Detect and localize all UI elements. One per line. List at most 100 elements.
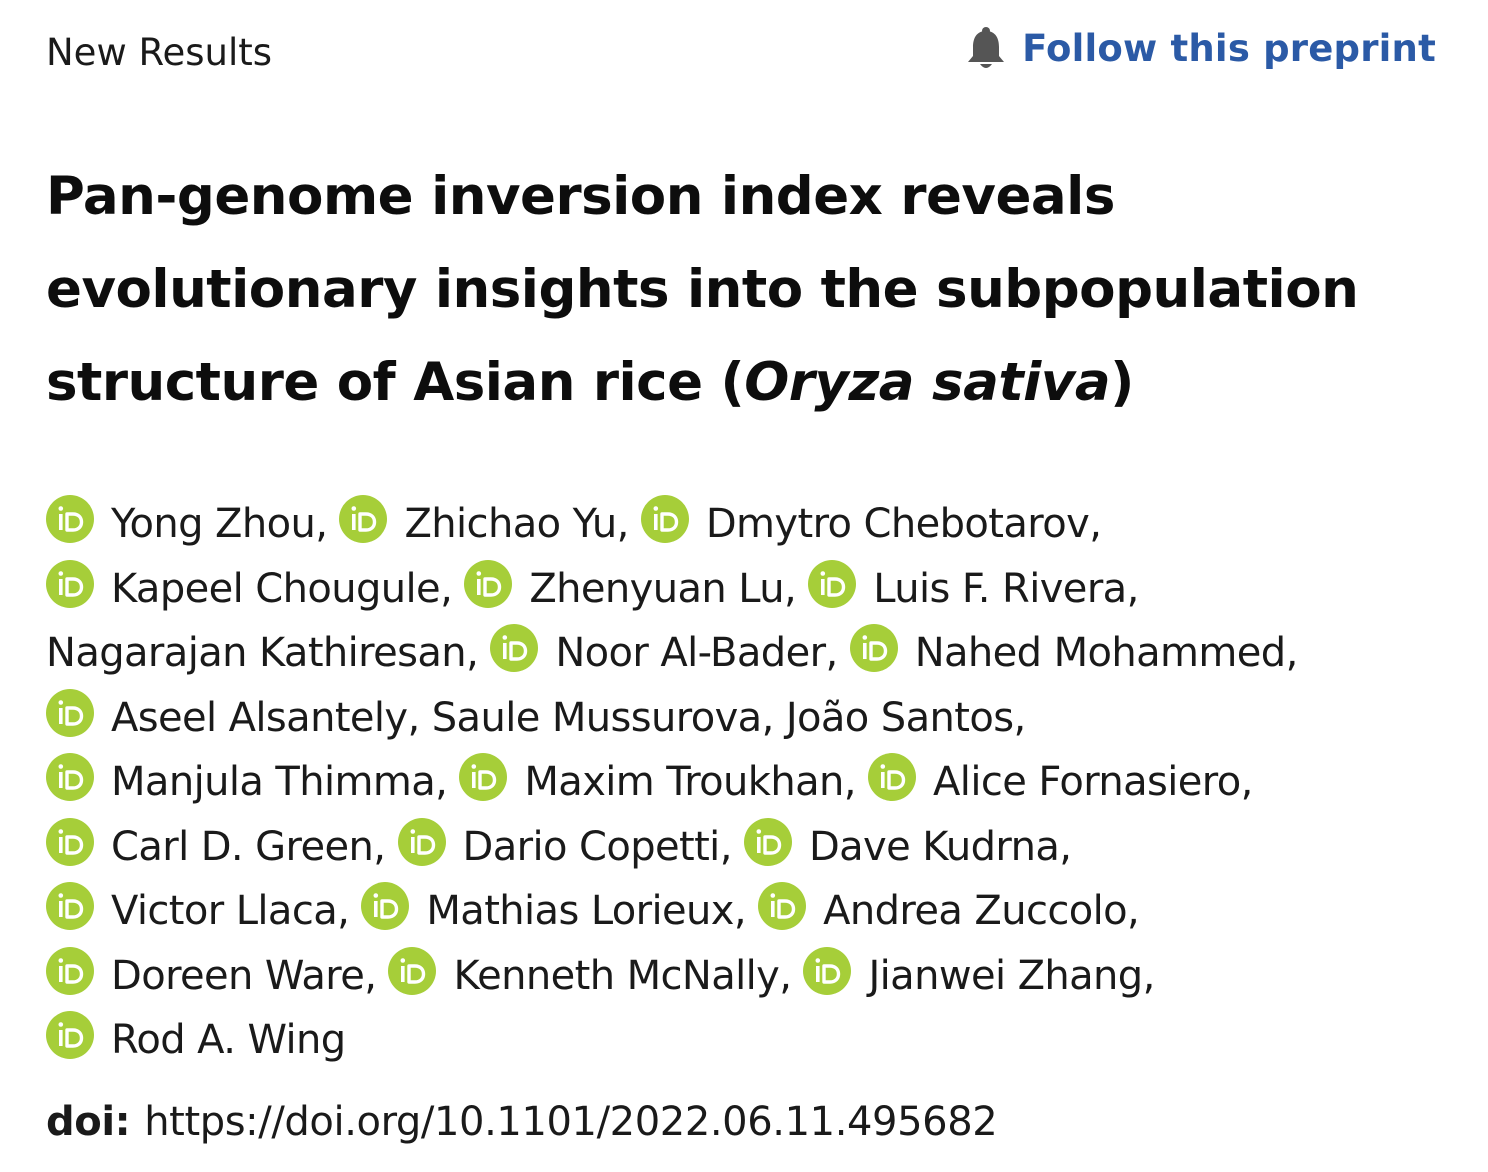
article-type-label: New Results <box>46 31 273 74</box>
author-name[interactable]: Doreen Ware <box>111 952 365 999</box>
author-name[interactable]: Yong Zhou <box>111 501 316 547</box>
orcid-icon[interactable] <box>46 882 94 930</box>
orcid-icon[interactable] <box>46 753 94 801</box>
author-entry: Doreen Ware, <box>46 946 377 999</box>
author-name[interactable]: Noor Al-Bader <box>555 630 826 676</box>
orcid-icon[interactable] <box>397 817 446 866</box>
author-separator: , <box>1089 501 1102 547</box>
author-entry: Dario Copetti, <box>397 817 733 870</box>
doi-label: doi: <box>46 1099 131 1145</box>
author-name[interactable]: Dmytro Chebotarov <box>705 501 1090 547</box>
author-name[interactable]: Maxim Troukhan <box>524 759 844 805</box>
author-separator: , <box>466 630 479 676</box>
author-name[interactable]: Zhenyuan Lu <box>529 565 784 612</box>
orcid-icon[interactable] <box>46 946 94 995</box>
orcid-icon[interactable] <box>464 559 513 608</box>
author-separator: , <box>440 565 453 612</box>
author-separator: , <box>373 823 386 870</box>
author-separator: , <box>733 888 747 934</box>
author-entry: Saule Mussurova, <box>431 694 775 741</box>
orcid-icon[interactable] <box>640 495 689 543</box>
author-entry: Carl D. Green, <box>46 817 386 870</box>
orcid-icon[interactable] <box>743 817 792 866</box>
author-name[interactable]: Dave Kudrna <box>808 823 1060 870</box>
author-separator: , <box>1127 888 1140 934</box>
author-name[interactable]: Aseel Alsantely <box>111 694 408 741</box>
author-entry: Dmytro Chebotarov, <box>640 495 1102 547</box>
author-name[interactable]: Carl D. Green <box>111 823 374 870</box>
author-entry: Andrea Zuccolo, <box>758 882 1140 934</box>
author-entry: Rod A. Wing <box>46 1011 346 1063</box>
author-name[interactable]: João Santos <box>785 694 1014 741</box>
author-separator: , <box>435 759 448 805</box>
author-separator: , <box>616 501 630 547</box>
author-entry: Luis F. Rivera, <box>808 559 1140 612</box>
author-separator: , <box>1142 952 1156 999</box>
orcid-icon[interactable] <box>849 624 898 672</box>
orcid-icon[interactable] <box>46 817 94 866</box>
author-name[interactable]: Kapeel Chougule <box>111 565 441 612</box>
author-separator: , <box>407 694 421 741</box>
author-name[interactable]: Dario Copetti <box>462 823 721 870</box>
orcid-icon[interactable] <box>388 946 437 995</box>
author-separator: , <box>761 694 775 741</box>
orcid-icon[interactable] <box>803 946 852 995</box>
orcid-icon[interactable] <box>339 495 388 543</box>
author-entry: Alice Fornasiero, <box>868 753 1254 805</box>
author-name[interactable]: Nagarajan Kathiresan <box>46 630 467 676</box>
author-entry: Mathias Lorieux, <box>361 882 747 934</box>
orcid-icon[interactable] <box>868 753 917 801</box>
article-title-main: Pan-genome inversion index reveals evolu… <box>46 166 1359 413</box>
orcid-icon[interactable] <box>361 882 410 930</box>
author-name[interactable]: Andrea Zuccolo <box>823 888 1128 934</box>
author-separator: , <box>783 565 797 612</box>
orcid-icon[interactable] <box>490 624 539 672</box>
author-name[interactable]: Nahed Mohammed <box>914 630 1286 676</box>
author-name[interactable]: Zhichao Yu <box>404 501 617 547</box>
author-name[interactable]: Mathias Lorieux <box>426 888 734 934</box>
orcid-icon[interactable] <box>758 882 807 930</box>
author-entry: Aseel Alsantely, <box>46 688 421 741</box>
author-separator: , <box>315 501 328 547</box>
orcid-icon[interactable] <box>459 753 508 801</box>
author-name[interactable]: Alice Fornasiero <box>933 759 1241 805</box>
author-separator: , <box>825 630 838 676</box>
author-separator: , <box>1126 565 1140 612</box>
doi-link[interactable]: https://doi.org/10.1101/2022.06.11.49568… <box>144 1099 998 1145</box>
author-name[interactable]: Kenneth McNally <box>453 952 780 999</box>
orcid-icon[interactable] <box>46 495 94 543</box>
orcid-icon[interactable] <box>808 559 857 608</box>
author-name[interactable]: Saule Mussurova <box>431 694 762 741</box>
author-separator: , <box>1240 759 1254 805</box>
bell-icon <box>968 27 1005 68</box>
author-entry: Zhichao Yu, <box>339 495 630 547</box>
author-name[interactable]: Victor Llaca <box>111 888 338 934</box>
author-entry: Nahed Mohammed, <box>849 624 1298 676</box>
author-entry: Yong Zhou, <box>46 495 328 547</box>
author-entry: Kapeel Chougule, <box>46 559 453 612</box>
orcid-icon[interactable] <box>46 559 94 608</box>
author-entry: João Santos, <box>786 695 1026 741</box>
author-entry: Victor Llaca, <box>46 882 350 934</box>
article-title-end: ) <box>1110 352 1134 413</box>
author-separator: , <box>719 823 733 870</box>
author-entry: Maxim Troukhan, <box>459 753 857 805</box>
author-name[interactable]: Jianwei Zhang <box>868 952 1143 999</box>
author-separator: , <box>1013 694 1026 741</box>
author-separator: , <box>779 952 792 999</box>
author-separator: , <box>337 888 350 934</box>
author-entry: Manjula Thimma, <box>46 753 448 805</box>
author-entry: Zhenyuan Lu, <box>464 559 797 612</box>
author-entry: Dave Kudrna, <box>743 817 1072 870</box>
author-name[interactable]: Luis F. Rivera <box>873 565 1127 612</box>
author-name[interactable]: Rod A. Wing <box>111 1017 346 1063</box>
orcid-icon[interactable] <box>46 1011 94 1059</box>
author-separator: , <box>1059 823 1072 870</box>
author-entry: Jianwei Zhang, <box>803 946 1156 999</box>
author-entry: Kenneth McNally, <box>388 946 792 999</box>
follow-preprint-label: Follow this preprint <box>1022 27 1436 70</box>
article-title: Pan-genome inversion index reveals evolu… <box>46 150 1446 429</box>
follow-preprint-button[interactable]: Follow this preprint <box>964 26 1436 72</box>
author-name[interactable]: Manjula Thimma <box>111 759 436 805</box>
orcid-icon[interactable] <box>46 688 94 737</box>
